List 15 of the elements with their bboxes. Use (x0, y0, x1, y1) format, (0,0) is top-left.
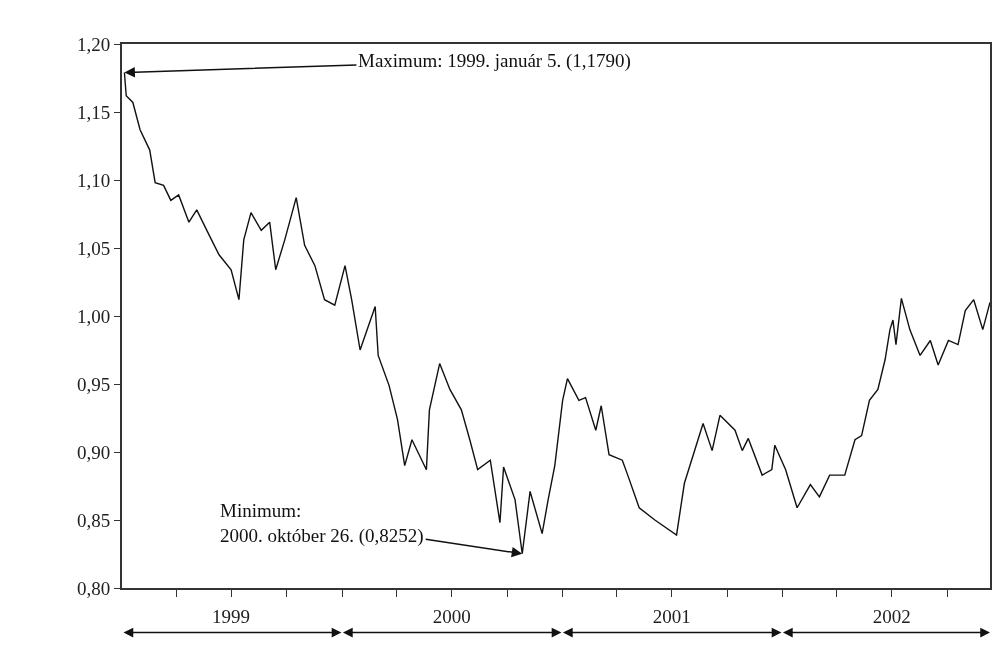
x-tick-label: 2002 (872, 605, 911, 627)
y-tick-label: 0,85 (76, 509, 111, 531)
x-tick-label: 1999 (212, 605, 251, 627)
y-tick-label: 1,20 (76, 33, 111, 55)
annotation: Maximum: 1999. január 5. (1,1790) (358, 50, 631, 72)
y-tick-label: 0,95 (76, 373, 111, 395)
x-tick-label: 2000 (432, 605, 471, 627)
y-tick-label: 0,90 (76, 441, 111, 463)
annotation: Minimum: 2000. október 26. (0,8252) (220, 500, 424, 547)
y-tick-label: 1,10 (76, 169, 111, 191)
x-tick-label: 2001 (652, 605, 691, 627)
y-tick-label: 1,15 (76, 101, 111, 123)
y-tick-label: 1,05 (76, 237, 111, 259)
y-tick-label: 0,80 (76, 577, 111, 599)
y-tick-label: 1,00 (76, 305, 111, 327)
